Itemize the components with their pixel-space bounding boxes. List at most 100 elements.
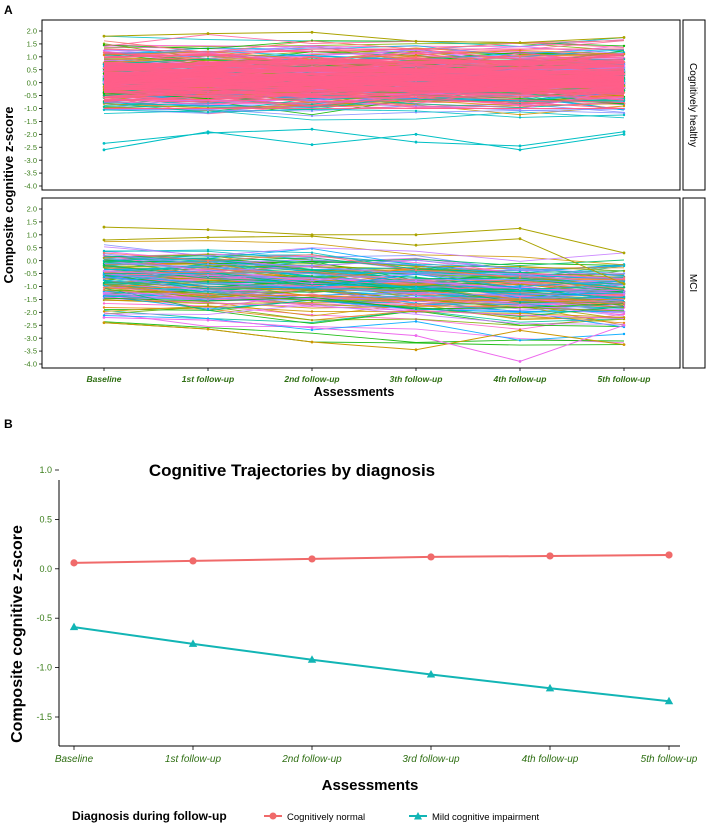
legend-marker-cognitively-normal — [269, 812, 277, 820]
trajectory-line — [103, 69, 625, 75]
trajectory-point — [102, 306, 106, 309]
trajectory-line — [103, 296, 625, 319]
legend-title: Diagnosis during follow-up — [72, 809, 227, 823]
trajectory-line — [103, 252, 625, 280]
trajectory-line — [103, 271, 625, 289]
trajectory-line — [103, 45, 625, 58]
trajectory-point — [518, 237, 522, 241]
trajectory-line — [103, 49, 625, 60]
trajectory-point — [102, 225, 106, 229]
facet-mci: 2.0 1.5 1.0 0.5 0.0 -0.5 -1.0 -1.5 -2.0 -2.5 -3.0 -… — [24, 197, 681, 369]
y-tick-label: -3.5 — [24, 169, 37, 178]
trajectory-point — [102, 264, 106, 267]
x-tick-label: 1st follow-up — [182, 374, 234, 384]
y-tick-label: -4.0 — [24, 182, 37, 191]
data-point-mci — [545, 683, 555, 692]
trajectory-line — [103, 70, 625, 81]
trajectory-point — [310, 253, 314, 256]
trajectory-point — [206, 111, 210, 114]
trajectory-point — [206, 304, 210, 308]
panel-b-label: B — [4, 417, 13, 431]
trajectory-line — [103, 266, 625, 289]
trajectory-point — [310, 271, 314, 274]
trajectory-point — [102, 291, 106, 295]
trajectory-point — [518, 109, 522, 112]
y-tick-label: 1.0 — [39, 465, 52, 475]
trajectories — [102, 30, 626, 152]
y-tick-label: 2.0 — [27, 27, 37, 36]
strip-cognitively-healthy — [682, 19, 706, 191]
trajectory-point — [414, 109, 418, 113]
trajectory-point — [206, 259, 210, 262]
panel-b-y-axis-label: Composite cognitive z-score — [9, 525, 26, 743]
legend-marker-mci — [414, 812, 422, 820]
trajectory-point — [622, 251, 626, 255]
data-point-cognitively-normal — [189, 557, 197, 565]
trajectory-point — [206, 280, 210, 283]
y-tick-label: 0.5 — [27, 65, 37, 74]
trajectory-line — [103, 270, 625, 295]
trajectory-line — [103, 78, 625, 91]
facet-cognitively-healthy: 2.0 1.5 1.0 0.5 0.0 -0.5 -1.0 -1.5 -2.0 -2.5 -3.0 -… — [24, 19, 681, 191]
trajectory-point — [622, 132, 626, 136]
trajectory-point — [206, 307, 210, 311]
y-tick-label: -3.5 — [24, 347, 37, 356]
trajectory-point — [518, 310, 522, 313]
trajectory-point — [102, 108, 106, 112]
trajectory-point — [102, 105, 106, 108]
y-tick-label: -1.0 — [24, 282, 37, 291]
y-tick-label: -4.0 — [24, 360, 37, 369]
trajectory-point — [206, 32, 210, 35]
trajectory-line — [103, 255, 625, 267]
trajectory-line — [103, 317, 625, 362]
trajectory-point — [622, 104, 626, 108]
trajectory-point — [414, 288, 418, 291]
trajectory-point — [518, 312, 522, 315]
y-tick-label: -0.5 — [24, 269, 37, 278]
x-tick-label: Baseline — [87, 374, 122, 384]
y-tick-label: 1.5 — [27, 218, 37, 227]
trajectory-point — [102, 34, 106, 38]
trajectory-point — [206, 274, 210, 277]
trajectory-point — [622, 295, 626, 299]
trajectory-point — [414, 348, 418, 352]
x-tick-label: 5th follow-up — [598, 374, 651, 384]
y-tick-label: -1.0 — [36, 663, 52, 673]
trajectory-point — [414, 269, 418, 272]
trajectory-point — [206, 236, 210, 239]
trajectory-line — [103, 307, 625, 324]
trajectory-line — [103, 235, 625, 285]
x-tick-label: 3rd follow-up — [402, 754, 460, 765]
data-point-cognitively-normal — [308, 555, 316, 563]
y-tick-label: -2.0 — [24, 130, 37, 139]
trajectory-point — [518, 267, 522, 271]
data-point-mci — [426, 670, 436, 678]
trajectory-line — [103, 309, 625, 323]
x-tick-label: Baseline — [55, 754, 94, 765]
trajectory-line — [103, 76, 625, 85]
trajectory-line — [103, 308, 625, 327]
trajectory-point — [102, 286, 106, 289]
trajectory-point — [102, 238, 106, 242]
trajectory-point — [518, 297, 522, 300]
legend-label-mci: Mild cognitive impairment — [432, 812, 540, 823]
x-tick-label: 3th follow-up — [390, 374, 443, 384]
trajectory-point — [518, 49, 522, 52]
strip-label-mci: MCI — [687, 274, 698, 292]
trajectory-point — [518, 226, 522, 230]
trajectory-point — [414, 275, 418, 279]
trajectory-point — [518, 144, 522, 148]
trajectory-line — [103, 263, 625, 286]
x-tick-label: 2nd follow-up — [283, 374, 339, 384]
trajectory-point — [622, 343, 626, 347]
trajectory-point — [414, 39, 418, 43]
y-tick-label: -0.5 — [36, 613, 52, 623]
y-tick-label: 1.0 — [27, 230, 37, 239]
trajectory-point — [414, 104, 418, 107]
data-point-cognitively-normal — [70, 559, 78, 567]
trajectory-line — [103, 73, 625, 81]
panel-a-y-axis-label: Composite cognitive z-score — [1, 107, 16, 284]
panel-b-x-axis-label: Assessments — [322, 777, 419, 794]
trajectory-line — [103, 108, 625, 118]
trajectory-point — [622, 332, 626, 336]
